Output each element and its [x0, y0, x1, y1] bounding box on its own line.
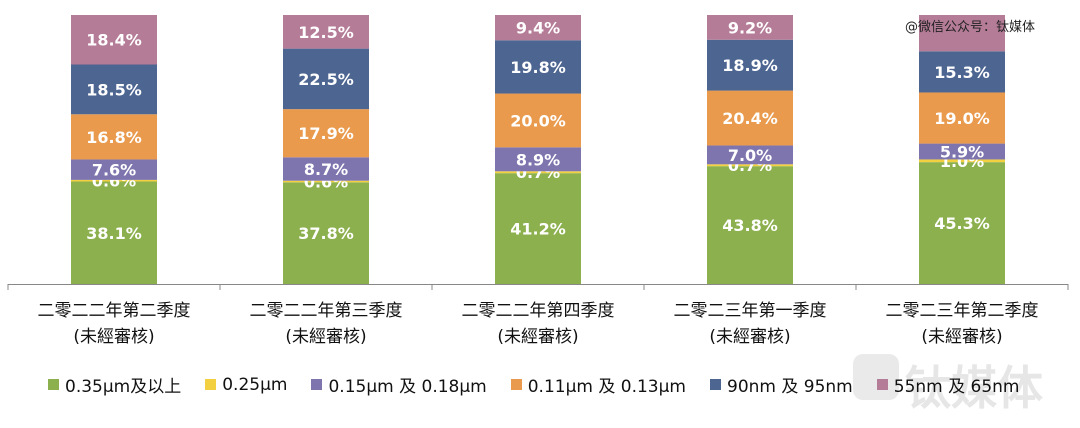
legend-item: 0.25μm — [205, 375, 287, 395]
legend-swatch — [876, 379, 888, 390]
bar-segment — [919, 162, 1005, 284]
data-label: 18.4% — [86, 31, 142, 50]
bar-segment — [283, 15, 369, 49]
data-label: 22.5% — [298, 70, 354, 89]
data-label: 8.7% — [304, 160, 348, 179]
data-label: 43.8% — [722, 216, 778, 235]
data-label: 45.3% — [934, 214, 990, 233]
legend-item: 0.35μm及以上 — [48, 372, 181, 397]
legend-item: 55nm 及 65nm — [876, 372, 1020, 397]
x-tick-label-line: (未經審核) — [921, 327, 1003, 347]
bar-segment — [71, 159, 157, 180]
x-tick-label-line: 二零二二年第三季度 — [249, 301, 403, 321]
brand-logo-icon — [853, 354, 899, 400]
legend-label: 55nm 及 65nm — [893, 377, 1020, 397]
legend-label: 0.35μm及以上 — [65, 377, 182, 397]
x-tick-label-line: (未經審核) — [497, 327, 579, 347]
x-tick-label: 二零二二年第三季度 (未經審核) — [220, 298, 432, 350]
x-tick-label-line: 二零二二年第二季度 — [37, 301, 191, 321]
bar-segment — [495, 40, 581, 94]
bar-segment — [919, 159, 1005, 163]
data-label: 20.0% — [510, 111, 566, 130]
x-tick-label-line: (未經審核) — [285, 327, 367, 347]
bar-segment — [71, 179, 157, 182]
data-label: 7.0% — [728, 146, 772, 165]
data-label: 19.0% — [934, 109, 990, 128]
bar-segment — [495, 15, 581, 41]
legend-swatch — [48, 379, 59, 390]
data-label: 7.6% — [92, 161, 136, 180]
bar-segment — [707, 145, 793, 165]
x-tick-label-line: 二零二三年第一季度 — [673, 301, 827, 321]
bar-segment — [919, 143, 1005, 160]
legend-swatch — [710, 379, 721, 390]
legend-item: 0.15μm 及 0.18μm — [311, 372, 487, 397]
bar-segment — [283, 180, 369, 183]
bar-segment — [283, 48, 369, 110]
data-label: 9.4% — [516, 19, 560, 38]
data-label: 37.8% — [298, 224, 354, 243]
bar-segment — [495, 93, 581, 148]
x-tick-label-line: 二零二三年第二季度 — [885, 301, 1039, 321]
bar-segment — [919, 92, 1005, 144]
brand-logo-text: 钛媒体 — [905, 361, 1043, 415]
data-label: 38.1% — [86, 224, 142, 243]
legend-swatch — [205, 379, 217, 390]
legend-label: 0.11μm 及 0.13μm — [527, 377, 686, 397]
data-label: 12.5% — [298, 23, 354, 42]
legend-swatch — [510, 379, 522, 390]
bar-segment — [283, 182, 369, 284]
legend-label: 0.25μm — [222, 374, 288, 395]
brand-logo: 钛媒体 — [853, 348, 1068, 415]
data-label: 19.8% — [510, 58, 566, 77]
bar-segment — [71, 114, 157, 160]
data-label: 41.2% — [510, 220, 566, 239]
legend: 0.35μm及以上 0.25μm 0.15μm 及 0.18μm 0.11μm 及 0… — [48, 372, 1044, 397]
legend-item: 0.11μm 及 0.13μm — [510, 372, 686, 397]
legend-label: 0.15μm 及 0.18μm — [328, 377, 487, 397]
legend-label: 90nm 及 95nm — [727, 377, 853, 397]
watermark-text: @微信公众号：钛媒体 — [905, 20, 1036, 35]
data-label: 5.9% — [940, 143, 984, 162]
bar-segment — [71, 15, 157, 65]
x-tick-label: 二零二三年第二季度 (未經審核) — [856, 298, 1068, 350]
x-tick-label: 二零二三年第一季度 (未經審核) — [644, 298, 856, 350]
data-label: 18.5% — [86, 80, 142, 99]
x-tick-label: 二零二二年第四季度 (未經審核) — [432, 298, 644, 350]
bar-segment — [71, 181, 157, 284]
bar-segment — [71, 64, 157, 115]
bar-segment — [283, 157, 369, 181]
data-label: 9.2% — [728, 18, 772, 37]
bar-segment — [919, 15, 1005, 52]
data-label: 15.3% — [934, 63, 990, 82]
x-tick-label-line: (未經審核) — [709, 327, 791, 347]
x-tick-label-line: (未經審核) — [73, 327, 155, 347]
data-label: 18.9% — [722, 56, 778, 75]
bar-segment — [495, 173, 581, 284]
data-label: 17.9% — [298, 124, 354, 143]
data-label: 8.9% — [516, 150, 560, 169]
bar-segment — [707, 15, 793, 40]
bar-segment — [707, 166, 793, 284]
bar-segment — [283, 109, 369, 158]
legend-swatch — [311, 379, 323, 390]
bar-segment — [919, 51, 1005, 93]
x-tick-label: 二零二二年第二季度 (未經審核) — [8, 298, 220, 350]
bar-segment — [495, 171, 581, 174]
bar-segment — [495, 147, 581, 172]
bar-segment — [707, 90, 793, 146]
legend-item: 90nm 及 95nm — [710, 372, 853, 397]
data-label: 20.4% — [722, 109, 778, 128]
x-tick-label-line: 二零二二年第四季度 — [461, 301, 615, 321]
bar-segment — [707, 164, 793, 167]
bar-segment — [707, 39, 793, 91]
data-label: 16.8% — [86, 128, 142, 147]
